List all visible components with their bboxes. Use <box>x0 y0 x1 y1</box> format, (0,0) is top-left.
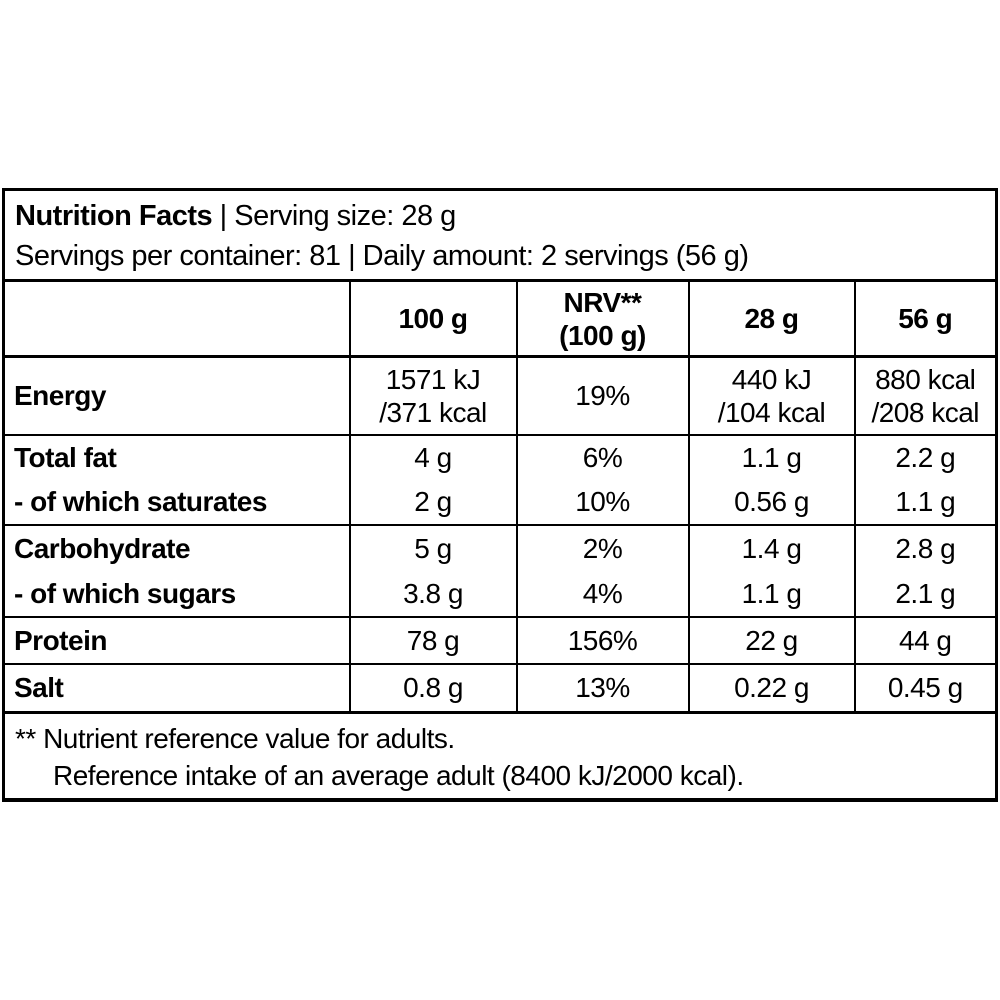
cell-value: 2.8 g <box>853 524 997 571</box>
column-header-nrv: NRV** (100 g) <box>515 280 689 358</box>
table-row-sugars: - of which sugars 3.8 g 4% 1.1 g 2.1 g <box>3 570 997 618</box>
cell-value: 1.1 g <box>687 570 855 618</box>
servings-per-container-line: Servings per container: 81 | Daily amoun… <box>15 240 749 272</box>
footnote-line-2: Reference intake of an average adult (84… <box>53 760 744 791</box>
cell-value: 1.4 g <box>687 524 855 571</box>
cell-value: 4% <box>515 570 689 618</box>
cell-value: 13% <box>515 663 689 714</box>
row-label: Total fat <box>14 442 117 473</box>
row-label: Energy <box>3 356 350 436</box>
table-row-total-fat: Total fat 4 g 6% 1.1 g 2.2 g <box>4 434 997 480</box>
cell-value: 1.1 g <box>687 434 855 480</box>
cell-value: 3.8 g <box>348 570 517 618</box>
cell-value: 5 g <box>348 524 517 571</box>
column-header-56g: 56 g <box>853 280 997 358</box>
serving-size-line: Nutrition Facts | Serving size: 28 g <box>15 196 985 236</box>
nutrition-facts-heading: Nutrition Facts <box>15 200 213 232</box>
cell-value: 6% <box>515 434 689 480</box>
cell-value: 2% <box>515 524 689 571</box>
footnote-row: ** Nutrient reference value for adults. … <box>4 713 997 801</box>
cell-value: 2.2 g <box>853 434 997 480</box>
cell-value: 2 g <box>348 479 517 526</box>
label-title-cell: Nutrition Facts | Serving size: 28 g Ser… <box>3 189 997 282</box>
cell-value: 78 g <box>348 616 517 665</box>
table-row-protein: Protein 78 g 156% 22 g 44 g <box>3 616 997 665</box>
row-label: Carbohydrate <box>14 532 191 564</box>
table-row-salt: Salt 0.8 g 13% 0.22 g 0.45 g <box>3 663 997 714</box>
cell-value: 0.22 g <box>687 663 855 714</box>
column-header-100g: 100 g <box>348 280 517 358</box>
row-label: - of which saturates <box>3 479 350 526</box>
cell-value: 0.45 g <box>853 663 997 714</box>
footnote-line-1: ** Nutrient reference value for adults. <box>15 723 455 754</box>
table-row-energy: Energy 1571 kJ/371 kcal 19% 440 kJ/104 k… <box>3 356 997 436</box>
column-header-row: 100 g NRV** (100 g) 28 g 56 g <box>3 280 997 358</box>
table-row-saturates: - of which saturates 2 g 10% 0.56 g 1.1 … <box>3 479 997 526</box>
footnote-cell: ** Nutrient reference value for adults. … <box>4 713 997 801</box>
serving-size-text: | Serving size: 28 g <box>212 200 457 232</box>
cell-value: 1.1 g <box>853 479 997 526</box>
cell-value: 880 kcal/208 kcal <box>853 356 997 436</box>
cell-value: 22 g <box>687 616 855 665</box>
cell-value: 440 kJ/104 kcal <box>687 356 855 436</box>
cell-value: 2.1 g <box>853 570 997 618</box>
cell-value: 10% <box>515 479 689 526</box>
cell-value: 44 g <box>853 616 997 665</box>
row-label: - of which sugars <box>3 570 350 618</box>
row-label: Protein <box>3 616 350 665</box>
table-row-carbohydrate: Carbohydrate 5 g 2% 1.4 g 2.8 g <box>4 524 997 571</box>
cell-value: 0.8 g <box>348 663 517 714</box>
column-header-empty <box>3 280 350 358</box>
cell-value: 4 g <box>348 434 517 480</box>
cell-value: 156% <box>515 616 689 665</box>
column-header-28g: 28 g <box>687 280 855 358</box>
cell-value: 19% <box>515 356 689 436</box>
nutrition-label: Nutrition Facts | Serving size: 28 g Ser… <box>2 188 998 802</box>
row-label: Salt <box>3 663 350 714</box>
cell-value: 1571 kJ/371 kcal <box>348 356 517 436</box>
nutrition-facts-table: Nutrition Facts | Serving size: 28 g Ser… <box>2 188 998 802</box>
cell-value: 0.56 g <box>687 479 855 526</box>
label-title-row: Nutrition Facts | Serving size: 28 g Ser… <box>3 189 997 282</box>
